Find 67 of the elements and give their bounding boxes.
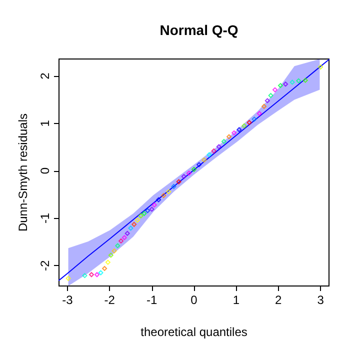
point <box>296 78 302 84</box>
point <box>166 189 172 194</box>
x-tick-label: -3 <box>62 293 74 307</box>
point <box>82 273 88 278</box>
point <box>66 276 71 281</box>
point <box>278 83 283 88</box>
point <box>122 235 127 240</box>
point <box>142 210 147 216</box>
point <box>192 166 196 172</box>
y-tick-label: 2 <box>38 72 52 80</box>
point <box>128 226 134 231</box>
point <box>94 272 100 278</box>
point <box>88 272 94 278</box>
point <box>272 87 278 92</box>
point <box>246 120 252 126</box>
point <box>268 92 274 98</box>
point <box>290 80 295 85</box>
point <box>176 179 182 184</box>
point <box>105 260 110 265</box>
point <box>171 184 176 189</box>
point <box>283 82 288 87</box>
point <box>138 213 144 218</box>
point <box>102 266 108 271</box>
x-axis-title: theoretical quantiles <box>140 325 248 339</box>
point <box>124 230 130 236</box>
point <box>118 238 124 244</box>
point <box>161 192 166 198</box>
y-tick-label: -1 <box>38 212 52 224</box>
point <box>145 208 150 214</box>
point <box>262 104 267 109</box>
point <box>98 270 104 276</box>
point <box>216 144 222 150</box>
point <box>186 170 192 176</box>
x-tick-label: 0 <box>190 293 198 307</box>
point <box>134 218 140 223</box>
y-tick-label: 1 <box>38 120 52 127</box>
point <box>202 157 207 162</box>
y-axis-title: Dunn-Smyth residuals <box>16 113 30 232</box>
x-tick-label: 2 <box>275 293 282 307</box>
point <box>132 222 137 227</box>
chart-title: Normal Q-Q <box>160 22 238 38</box>
y-tick-label: -2 <box>38 260 52 271</box>
point <box>264 98 270 104</box>
point <box>115 243 120 248</box>
point <box>252 116 257 122</box>
point <box>149 206 154 212</box>
y-tick-label: 0 <box>38 167 52 174</box>
point <box>318 64 324 70</box>
point <box>256 111 262 116</box>
point <box>206 152 212 158</box>
point <box>236 127 242 132</box>
x-tick-label: 1 <box>232 293 240 307</box>
point <box>108 252 114 258</box>
point <box>156 197 162 202</box>
point <box>221 138 226 144</box>
point <box>211 148 216 154</box>
point <box>302 78 308 83</box>
point <box>152 202 157 208</box>
point <box>196 162 202 168</box>
point <box>226 134 232 140</box>
x-tick-label: 3 <box>317 293 324 307</box>
x-tick-label: -1 <box>146 293 158 307</box>
point <box>242 123 247 128</box>
point <box>232 130 237 136</box>
point <box>112 248 117 254</box>
x-tick-label: -2 <box>104 293 116 307</box>
point <box>181 174 186 180</box>
